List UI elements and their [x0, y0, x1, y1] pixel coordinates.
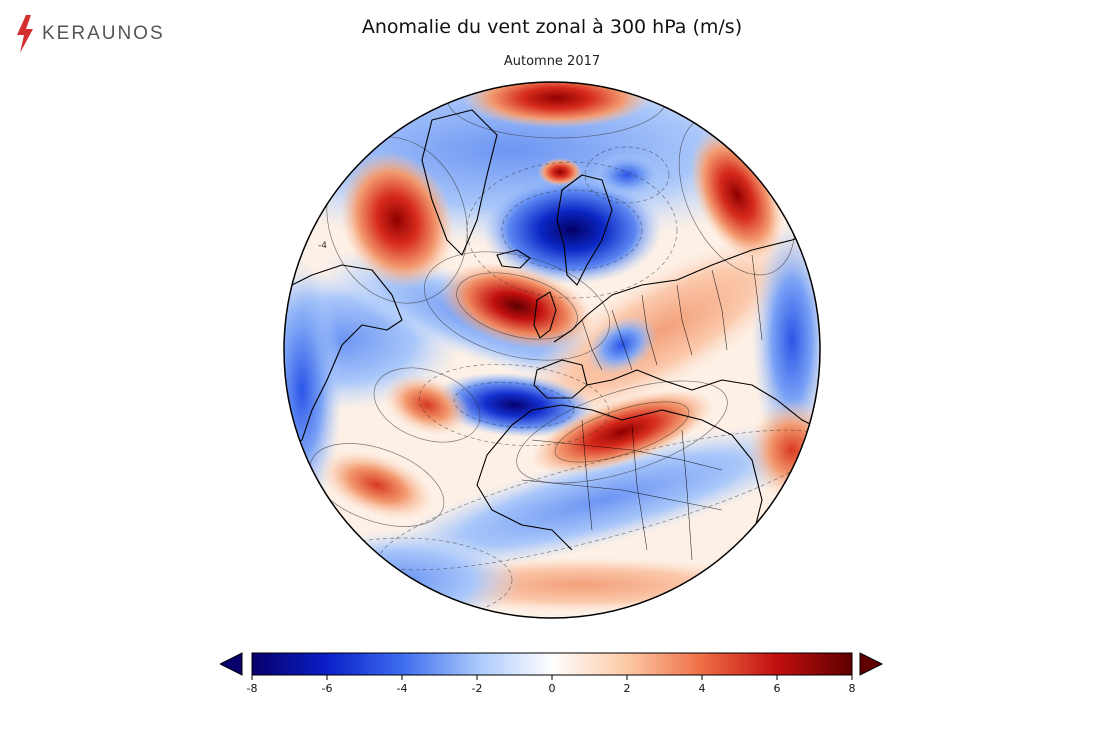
- anomaly-subtropical-negative: [432, 372, 596, 438]
- map-title: Anomalie du vent zonal à 300 hPa (m/s): [361, 16, 743, 38]
- coast-europe: [553, 229, 820, 343]
- coast-mediterranean: [586, 369, 753, 391]
- globe-map: -4: [283, 81, 821, 619]
- colorbar-tick-label: 0: [549, 682, 556, 695]
- anomaly-natlantic-positive: [439, 262, 595, 350]
- colorbar-extend-max: [859, 652, 884, 676]
- anomaly-arctic-positive-small: [538, 158, 582, 186]
- coast-north-america: [284, 264, 403, 451]
- coast-british-isles: [533, 291, 557, 339]
- coast-west-africa: [476, 424, 573, 551]
- lightning-bolt-icon: [17, 15, 33, 53]
- brand-logo: KERAUNOS: [14, 14, 165, 54]
- colorbar-ticks: -8 -6 -4 -2 0 2 4 6 8: [247, 675, 856, 695]
- anomaly-pole-negative-east: [592, 153, 662, 197]
- anomaly-midatl-positive: [383, 374, 471, 436]
- anomaly-tropatl-positive: [319, 450, 435, 520]
- coast-iceland: [496, 249, 531, 269]
- anomaly-band-africa-blue: [369, 424, 820, 576]
- anomaly-band-west-edge-blue: [284, 260, 342, 520]
- coast-south-america: [284, 549, 363, 618]
- map-subtitle: Automne 2017: [503, 54, 601, 69]
- colorbar: -8 -6 -4 -2 0 2 4 6 8: [220, 652, 884, 695]
- globe-outline: [283, 81, 821, 619]
- anomaly-greenland-positive: [340, 151, 454, 289]
- colorbar-extend-min: [220, 652, 243, 676]
- anomaly-europe-negative: [586, 315, 658, 375]
- colorbar-tick-label: -4: [397, 682, 408, 695]
- anomaly-band-europe-red: [512, 232, 812, 428]
- colorbar-tick-label: 2: [624, 682, 631, 695]
- coast-scandinavia: [556, 174, 613, 286]
- colorbar-tick-label: -8: [247, 682, 258, 695]
- colorbar-tick-label: 8: [849, 682, 856, 695]
- colorbar-tick-label: 4: [699, 682, 706, 695]
- colorbar-gradient: [251, 652, 853, 676]
- colorbar-tick-label: -6: [322, 682, 333, 695]
- colorbar-tick-label: -2: [472, 682, 483, 695]
- contour-label: -4: [318, 241, 327, 251]
- colorbar-tick-label: 6: [774, 682, 781, 695]
- brand-name: KERAUNOS: [42, 23, 165, 44]
- coast-iberia: [533, 359, 588, 399]
- coast-greenland: [421, 109, 498, 256]
- country-borders: [521, 254, 763, 561]
